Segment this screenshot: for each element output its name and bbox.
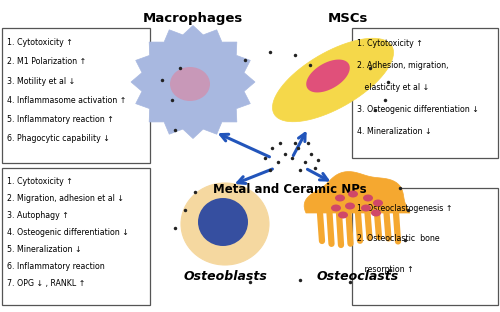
Ellipse shape [371, 209, 381, 217]
Ellipse shape [373, 199, 383, 207]
Ellipse shape [361, 204, 371, 212]
Text: MSCs: MSCs [328, 12, 368, 25]
Text: 5. Inflammatory reaction ↑: 5. Inflammatory reaction ↑ [7, 115, 114, 124]
Ellipse shape [338, 212, 348, 218]
Text: 2. Migration, adhesion et al ↓: 2. Migration, adhesion et al ↓ [7, 194, 124, 203]
Polygon shape [306, 60, 350, 92]
Text: 3. Motility et al ↓: 3. Motility et al ↓ [7, 76, 75, 85]
Text: 4. Inflammasome activation ↑: 4. Inflammasome activation ↑ [7, 96, 126, 105]
Text: 4. Mineralization ↓: 4. Mineralization ↓ [357, 127, 432, 136]
Ellipse shape [335, 194, 345, 202]
Text: elasticity et al ↓: elasticity et al ↓ [357, 83, 429, 92]
Text: resorption ↑: resorption ↑ [357, 265, 414, 274]
Polygon shape [304, 172, 410, 213]
Text: Osteoblasts: Osteoblasts [183, 270, 267, 283]
Text: Macrophages: Macrophages [143, 12, 243, 25]
Text: 2. M1 Polarization ↑: 2. M1 Polarization ↑ [7, 57, 86, 66]
Ellipse shape [345, 202, 355, 209]
Polygon shape [131, 26, 255, 139]
Ellipse shape [348, 191, 358, 197]
Text: 1. Cytotoxicity ↑: 1. Cytotoxicity ↑ [357, 39, 423, 48]
Ellipse shape [363, 194, 373, 202]
Text: 2. Adhesion, migration,: 2. Adhesion, migration, [357, 61, 448, 70]
Ellipse shape [198, 198, 248, 246]
Ellipse shape [170, 67, 210, 101]
Text: 1. Cytotoxicity ↑: 1. Cytotoxicity ↑ [7, 38, 73, 47]
Text: 6. Phagocytic capability ↓: 6. Phagocytic capability ↓ [7, 134, 110, 143]
FancyBboxPatch shape [352, 28, 498, 158]
Text: 1. Osteoclastogenesis ↑: 1. Osteoclastogenesis ↑ [357, 204, 452, 213]
Text: 4. Osteogenic differentiation ↓: 4. Osteogenic differentiation ↓ [7, 228, 129, 237]
Ellipse shape [181, 183, 269, 265]
Ellipse shape [331, 204, 341, 212]
Text: 7. OPG ↓ , RANKL ↑: 7. OPG ↓ , RANKL ↑ [7, 279, 86, 288]
FancyBboxPatch shape [2, 28, 150, 163]
Text: 3. Autophagy ↑: 3. Autophagy ↑ [7, 211, 69, 220]
Text: Osteoclasts: Osteoclasts [317, 270, 399, 283]
Text: 3. Osteogenic differentiation ↓: 3. Osteogenic differentiation ↓ [357, 105, 479, 114]
Polygon shape [272, 38, 394, 122]
Text: 2. Osteoclastic  bone: 2. Osteoclastic bone [357, 234, 440, 243]
Text: Metal and Ceramic NPs: Metal and Ceramic NPs [213, 183, 367, 196]
Text: 6. Inflammatory reaction: 6. Inflammatory reaction [7, 262, 105, 271]
FancyBboxPatch shape [2, 168, 150, 305]
Text: 5. Mineralization ↓: 5. Mineralization ↓ [7, 245, 82, 254]
Text: 1. Cytotoxicity ↑: 1. Cytotoxicity ↑ [7, 177, 73, 186]
FancyBboxPatch shape [352, 188, 498, 305]
